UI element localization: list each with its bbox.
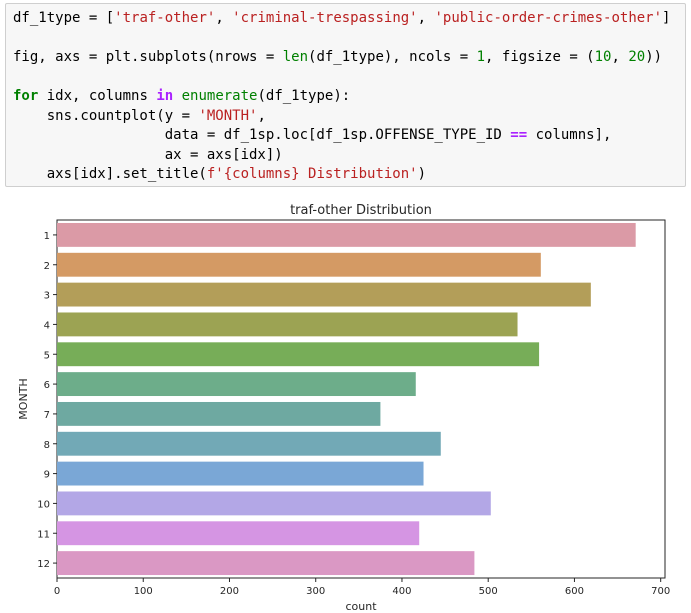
y-tick-label: 1 [44,231,50,242]
chart-title: traf-other Distribution [290,203,432,218]
bar-month-1 [57,222,636,247]
x-tick-label: 100 [134,586,153,597]
code-token: len [282,49,309,65]
code-token: ] [662,10,671,26]
bar-month-7 [57,401,381,426]
code-token: 'public-order-crimes-other' [434,10,663,26]
x-tick-label: 400 [392,586,411,597]
code-token: , [215,10,233,26]
bar-month-12 [57,551,475,576]
x-ticks-group: 0 100 200 300 400 500 600 700 [54,578,670,597]
code-token: , figsize = ( [485,49,595,65]
bar-month-4 [57,312,518,337]
code-token: 'MONTH' [198,107,258,124]
y-tick-label: 4 [44,320,50,331]
x-tick-label: 700 [651,586,670,597]
plot-frame [56,219,666,579]
code-token: f'{columns} Distribution' [206,166,418,182]
code-token: (df_1type): [257,88,351,104]
y-tick-label: 9 [44,470,50,481]
bars-group [57,222,636,576]
x-tick-label: 300 [306,586,325,597]
y-tick-label: 8 [44,440,50,451]
code-token: axs[idx].set_title( [13,166,207,182]
x-tick-label: 200 [220,586,239,597]
bar-month-11 [57,521,420,546]
code-token: sns.countplot(y = [13,107,199,124]
code-token: == [510,127,528,143]
code-cell[interactable]: df_1type = ['traf-other', 'criminal-tres… [5,3,686,187]
code-token: 'traf-other' [114,10,216,26]
bar-month-3 [57,282,591,307]
bar-month-6 [57,372,416,397]
code-token: idx, columns [38,88,157,104]
code-token [173,88,181,104]
code-token: 20 [628,49,646,65]
y-tick-label: 6 [44,380,50,391]
y-tick-label: 12 [37,559,50,570]
code-token: fig, axs = plt.subplots(nrows = [13,49,283,65]
x-tick-label: 500 [479,586,498,597]
code-token: for [13,88,39,104]
countplot-chart: traf-other Distribution 123456789101112 … [17,203,670,613]
bar-month-10 [57,491,491,516]
x-tick-label: 0 [54,586,60,597]
code-token: df_1type = [ [13,10,115,26]
bar-month-2 [57,252,541,277]
bar-month-9 [57,461,424,486]
x-axis-label: count [345,600,377,613]
code-token: data = df_1sp.loc[df_1sp.OFFENSE_TYPE_ID [13,127,511,143]
code-token: )) [645,49,663,65]
y-tick-label: 10 [37,499,50,510]
code-editor[interactable]: df_1type = ['traf-other', 'criminal-tres… [13,9,685,185]
code-token: 10 [594,49,612,65]
y-tick-label: 5 [44,350,50,361]
code-token: columns], [527,127,612,143]
code-token: 1 [476,49,486,65]
y-axis-label: MONTH [17,378,30,419]
y-tick-label: 3 [44,291,50,302]
bar-month-5 [57,342,540,367]
code-token: , [611,49,629,65]
y-tick-label: 7 [44,410,50,421]
code-token: enumerate [181,88,258,104]
x-tick-label: 600 [565,586,584,597]
bar-month-8 [57,431,441,456]
code-token: in [156,88,174,104]
y-tick-label: 2 [44,261,50,272]
code-token: ) [417,166,427,182]
code-token: ax = axs[idx]) [13,146,283,163]
code-token: , [257,107,266,124]
y-tick-label: 11 [37,529,50,540]
code-token: (df_1type), ncols = [308,49,477,65]
code-token: , [417,10,435,26]
code-token: 'criminal-trespassing' [232,10,418,26]
